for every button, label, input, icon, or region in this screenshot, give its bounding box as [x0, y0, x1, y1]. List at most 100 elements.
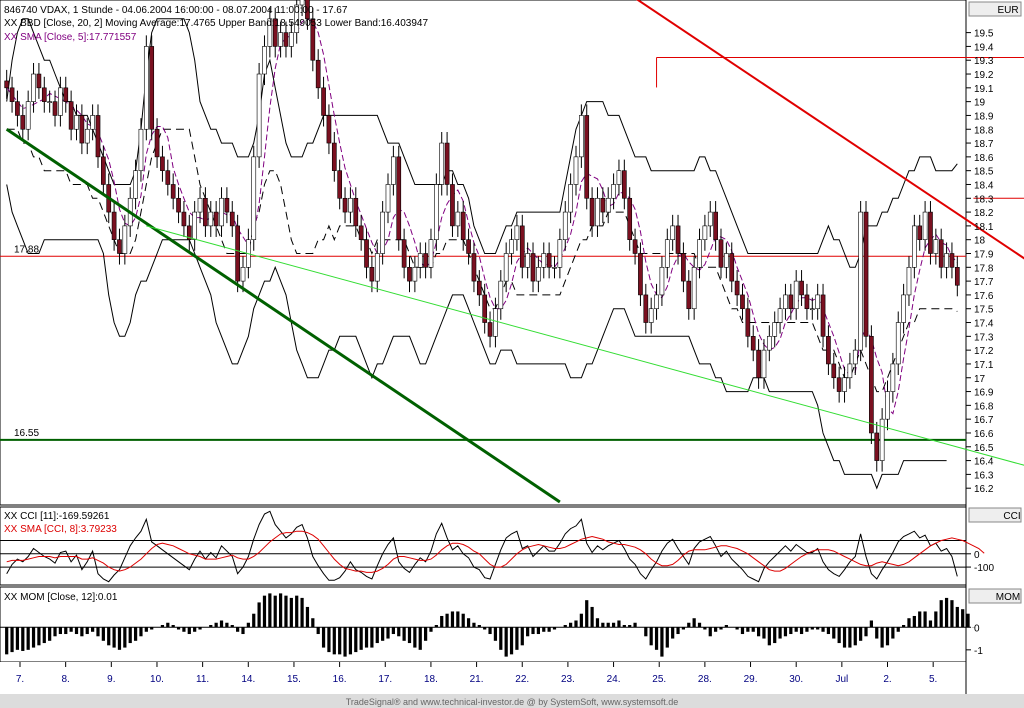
- candle-body: [562, 211, 568, 240]
- candle-body: [836, 377, 842, 392]
- candle-body: [4, 80, 10, 89]
- candle-body: [84, 128, 90, 144]
- x-tick-label: 9.: [107, 674, 115, 685]
- candle-body: [117, 239, 122, 254]
- mom-axis-label: MOM: [996, 592, 1020, 603]
- cci-panel-frame: [0, 506, 967, 586]
- candle-body: [740, 294, 745, 310]
- candle-body: [928, 211, 933, 254]
- candle-body: [933, 239, 939, 254]
- candle-body: [460, 211, 466, 240]
- footer-bar: [0, 694, 1024, 708]
- candle-body: [879, 418, 885, 461]
- candle-body: [471, 253, 477, 282]
- candle-body: [15, 101, 20, 116]
- cci-tick-label: -100: [974, 563, 994, 574]
- price-tick-label: 17.1: [974, 360, 994, 371]
- candle-body: [251, 156, 257, 240]
- price-tick-label: 17.2: [974, 346, 994, 357]
- price-tick-label: 16.4: [974, 457, 994, 468]
- candle-body: [487, 322, 493, 337]
- cci-legend: XX CCI [11]:-169.59261: [4, 511, 110, 522]
- cci-label-box: [968, 507, 1022, 523]
- candle-body: [288, 32, 294, 47]
- price-tick-label: 17.3: [974, 332, 994, 343]
- candle-body: [256, 73, 262, 158]
- price-tick-label: 17.6: [974, 291, 994, 302]
- candle-body: [750, 336, 756, 351]
- candle-body: [240, 267, 246, 282]
- cci-sma-line: [6, 530, 985, 573]
- candle-body: [552, 267, 557, 269]
- candle-body: [648, 308, 654, 323]
- price-tick-label: 16.7: [974, 415, 994, 426]
- candle-body: [208, 211, 214, 227]
- x-tick-label: 17.: [378, 674, 392, 685]
- x-tick-label: Jul: [835, 674, 848, 685]
- candle-body: [348, 197, 353, 213]
- candle-body: [9, 87, 15, 102]
- candle-body: [697, 239, 702, 268]
- candle-body: [536, 267, 541, 282]
- chart-title: 846740 VDAX, 1 Stunde - 04.06.2004 16:00…: [4, 5, 348, 16]
- x-tick-label: 16.: [333, 674, 347, 685]
- sma-line: [6, 18, 958, 415]
- candle-body: [219, 197, 224, 227]
- candle-body: [262, 46, 267, 75]
- mom-tick-label: 0: [974, 623, 980, 634]
- mom-label-box: [968, 588, 1022, 604]
- price-tick-label: 19.5: [974, 29, 994, 40]
- candle-body: [885, 391, 890, 420]
- candle-body: [573, 156, 579, 185]
- candle-body: [133, 170, 138, 199]
- candle-body: [922, 211, 928, 240]
- cci-sma-legend: XX SMA [CCI, 8]:3.79233: [4, 524, 117, 535]
- x-tick-label: 14.: [241, 674, 255, 685]
- candle-body: [331, 142, 337, 171]
- hline-label-1: 16.55: [14, 428, 39, 439]
- candle-body: [36, 73, 42, 89]
- candle-body: [315, 59, 321, 89]
- x-tick-label: 2.: [883, 674, 891, 685]
- candle-body: [659, 267, 665, 296]
- price-tick-label: 18.5: [974, 167, 994, 178]
- candle-body: [519, 225, 525, 268]
- price-tick-label: 16.9: [974, 388, 994, 399]
- candle-body: [299, 0, 305, 6]
- upper-band: [6, 18, 958, 268]
- candle-body: [466, 239, 471, 254]
- candle-body: [793, 280, 799, 310]
- candle-body: [788, 294, 794, 310]
- candle-body: [568, 184, 573, 213]
- candle-body: [525, 253, 530, 268]
- middle-band: [6, 128, 958, 393]
- price-tick-label: 17.4: [974, 319, 994, 330]
- candle-body: [579, 115, 584, 158]
- candle-body: [186, 225, 192, 240]
- x-tick-label: 29.: [744, 674, 758, 685]
- candle-body: [944, 253, 949, 268]
- x-tick-label: 15.: [287, 674, 301, 685]
- price-tick-label: 17.8: [974, 263, 994, 274]
- mom-series-group: [0, 593, 976, 657]
- candle-body: [842, 377, 847, 392]
- candle-body: [874, 432, 880, 461]
- candle-body: [25, 101, 31, 130]
- candle-body: [632, 239, 638, 254]
- price-tick-label: 19.1: [974, 84, 994, 95]
- cci-tick-label: 0: [974, 550, 980, 561]
- candle-body: [949, 253, 955, 268]
- dark-green-trendline: [5, 128, 561, 504]
- price-panel-frame: [0, 0, 967, 506]
- candle-body: [412, 267, 418, 282]
- candle-body: [41, 87, 47, 102]
- candle-body: [912, 225, 917, 268]
- cci-series-group: [0, 510, 985, 583]
- candle-body: [777, 308, 783, 323]
- candle-body: [229, 211, 235, 227]
- candle-body: [380, 211, 385, 254]
- price-tick-label: 18.9: [974, 111, 994, 122]
- candle-body: [149, 46, 155, 130]
